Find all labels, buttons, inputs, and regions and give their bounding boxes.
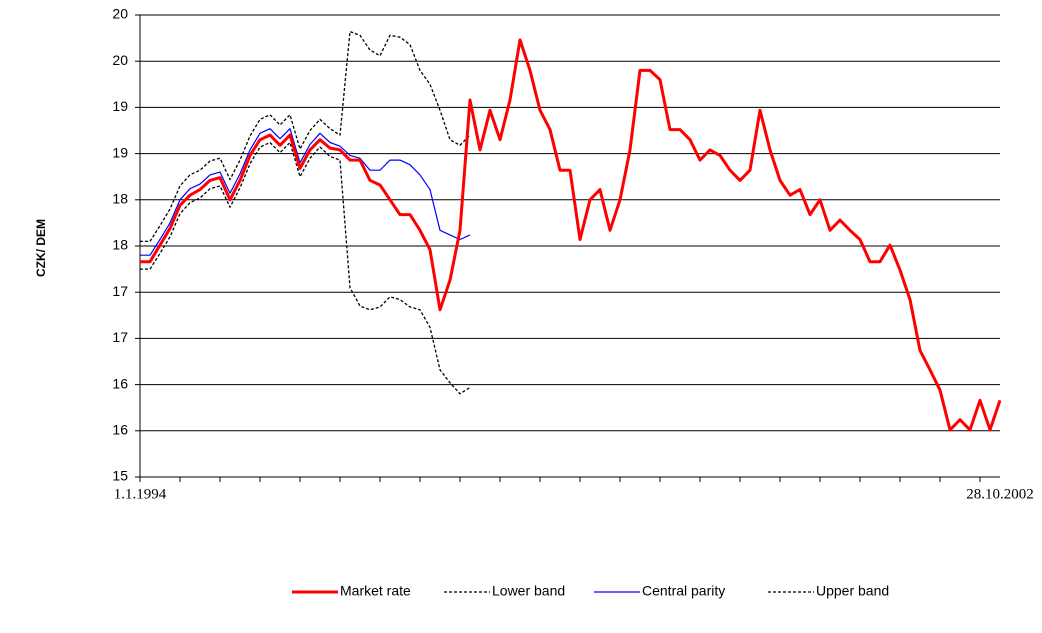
y-tick-label: 18 bbox=[112, 191, 128, 207]
legend-label: Central parity bbox=[642, 583, 725, 599]
y-tick-label: 17 bbox=[112, 283, 128, 299]
series-line bbox=[140, 30, 471, 243]
series-line bbox=[140, 141, 471, 395]
y-tick-label: 16 bbox=[112, 375, 128, 391]
series-line bbox=[140, 38, 1002, 432]
y-axis-label: CZK/ DEM bbox=[34, 219, 48, 277]
legend-label: Upper band bbox=[816, 583, 889, 599]
series-line bbox=[140, 128, 471, 256]
legend-label: Lower band bbox=[492, 583, 565, 599]
y-tick-label: 20 bbox=[112, 6, 128, 22]
y-tick-label: 16 bbox=[112, 422, 128, 438]
y-tick-label: 19 bbox=[112, 98, 128, 114]
y-tick-label: 17 bbox=[112, 329, 128, 345]
legend-label: Market rate bbox=[340, 583, 411, 599]
y-tick-label: 18 bbox=[112, 237, 128, 253]
x-tick-label: 28.10.2002 bbox=[966, 486, 1034, 502]
y-tick-label: 15 bbox=[112, 468, 128, 484]
x-tick-label: 1.1.1994 bbox=[114, 486, 167, 502]
y-tick-label: 19 bbox=[112, 144, 128, 160]
y-tick-label: 20 bbox=[112, 52, 128, 68]
